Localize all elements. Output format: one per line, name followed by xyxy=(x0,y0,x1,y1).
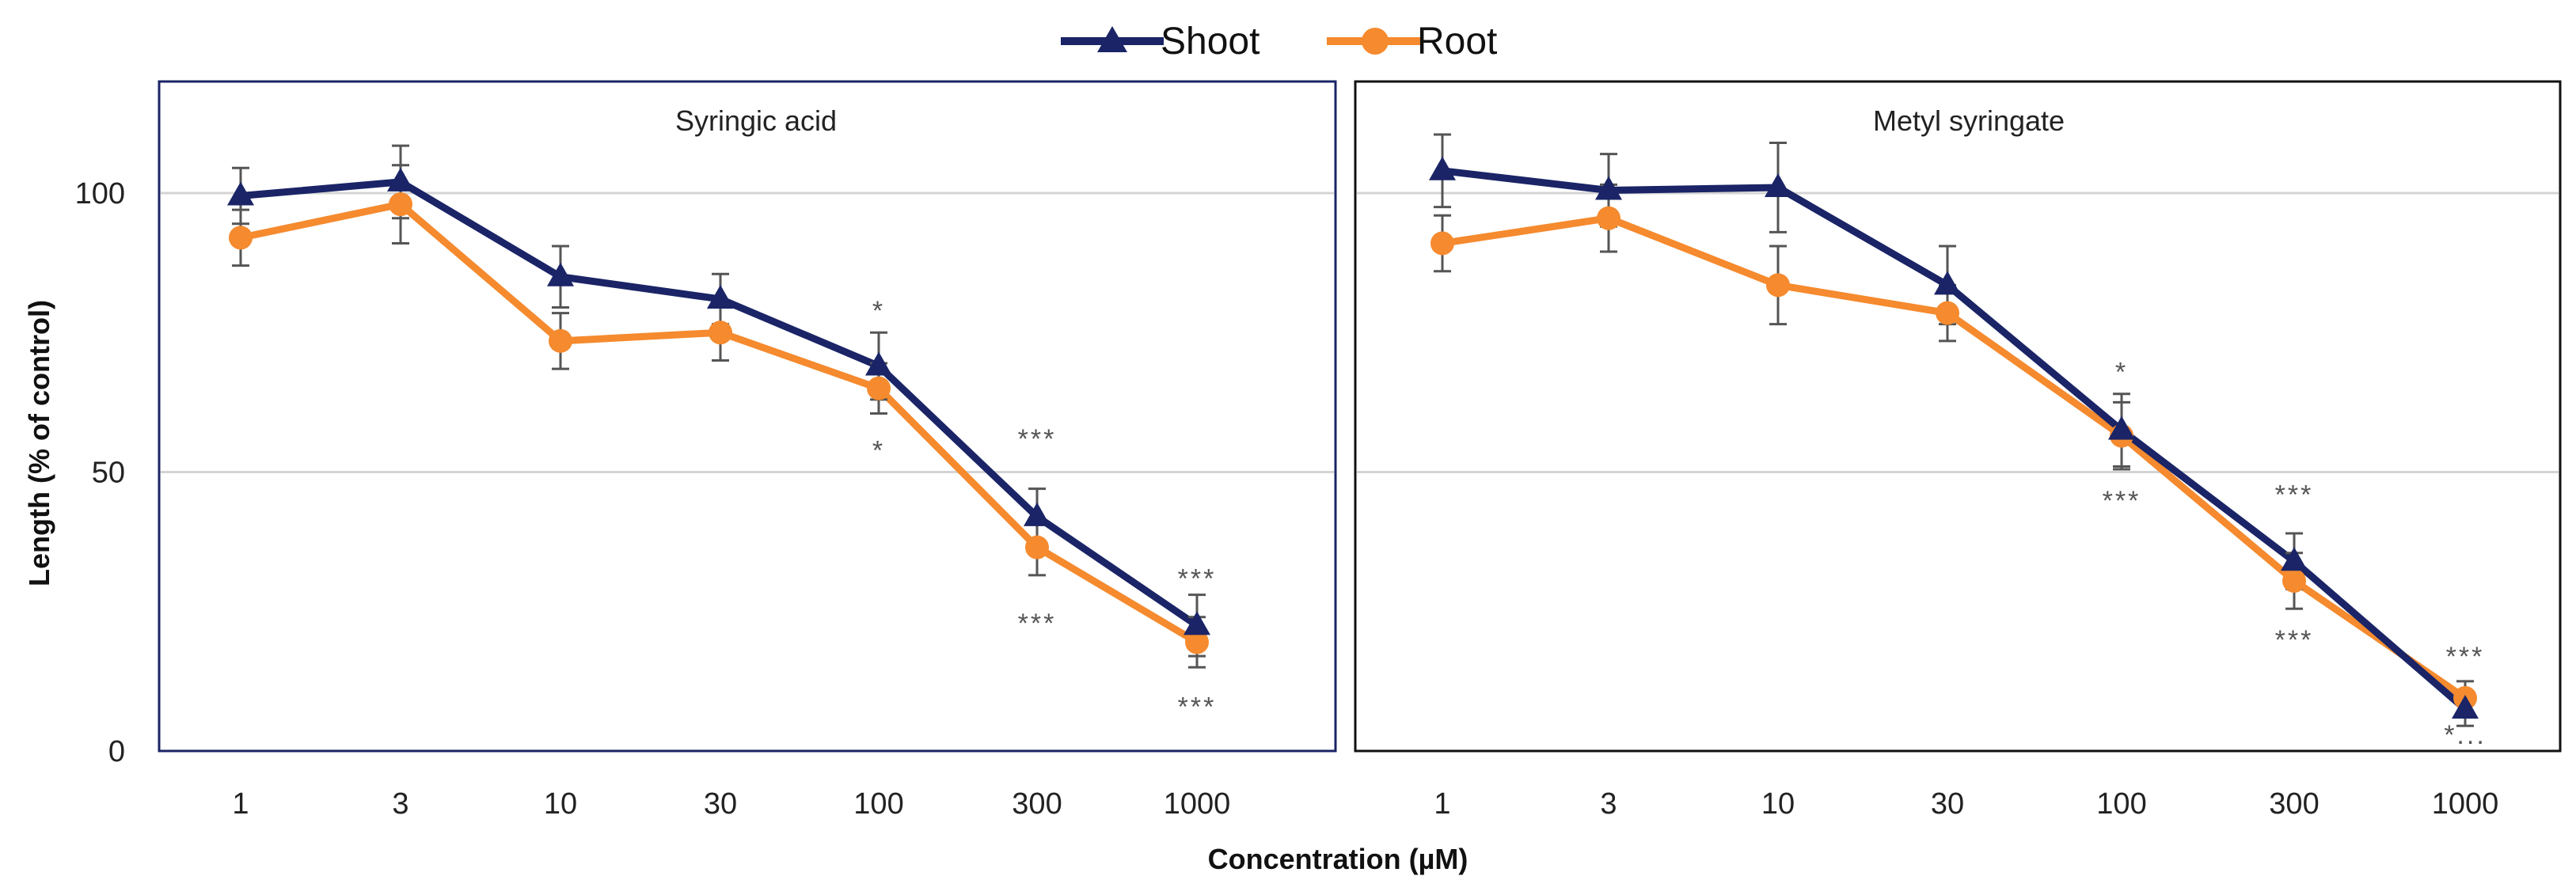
significance-label: *** xyxy=(1018,424,1057,454)
panel-title: Syringic acid xyxy=(675,104,837,137)
data-point-shoot-30 xyxy=(707,284,734,309)
series xyxy=(227,144,1210,669)
x-tick-label-3: 3 xyxy=(1600,787,1617,821)
significance-label: * xyxy=(872,296,885,326)
legend: Shoot Root xyxy=(1061,21,1497,63)
data-point-shoot-1000 xyxy=(2452,695,2479,719)
data-point-shoot-10 xyxy=(547,262,574,286)
data-point-root-100 xyxy=(867,376,891,400)
data-point-shoot-100 xyxy=(865,351,892,376)
data-point-root-3 xyxy=(389,192,412,217)
x-tick-labels: 1 3 10 30 100 300 1000 xyxy=(1434,787,2498,821)
significance-label: *** xyxy=(2103,486,2141,516)
significance-label: *** xyxy=(2446,642,2485,672)
x-tick-label-10: 10 xyxy=(544,787,577,821)
y-tick-label-50: 50 xyxy=(92,457,125,490)
gridlines xyxy=(1357,192,2559,473)
significance-annotations: ** ************ xyxy=(872,296,1217,722)
y-tick-label-100: 100 xyxy=(75,177,125,210)
y-tick-label-0: 0 xyxy=(108,735,125,768)
error-bars xyxy=(232,144,1206,669)
x-tick-label-10: 10 xyxy=(1761,787,1795,821)
data-point-root-300 xyxy=(2282,568,2306,593)
significance-label: * xyxy=(2115,358,2128,388)
panel-metyl-syringate: Metyl syringate 1 3 10 30 100 300 1000 **** ***… xyxy=(1354,80,2562,821)
x-tick-label-3: 3 xyxy=(392,787,408,821)
significance-label: *** xyxy=(2275,625,2314,655)
x-axis-title: Concentration (µM) xyxy=(1208,843,1468,875)
data-point-shoot-100 xyxy=(2108,415,2135,440)
gridlines xyxy=(161,192,1334,473)
data-point-root-10 xyxy=(549,328,572,353)
series-line-root xyxy=(240,200,1199,646)
x-tick-label-300: 300 xyxy=(2269,787,2319,821)
significance-label: *... xyxy=(2444,720,2487,750)
data-point-shoot-300 xyxy=(1024,502,1051,526)
data-point-root-1 xyxy=(1430,231,1454,256)
x-tick-label-100: 100 xyxy=(2096,787,2146,821)
x-tick-label-1: 1 xyxy=(232,787,249,821)
legend-shoot-marker xyxy=(1097,26,1127,52)
data-point-shoot-1 xyxy=(227,181,254,206)
x-tick-label-30: 30 xyxy=(704,787,737,821)
x-tick-label-1000: 1000 xyxy=(2432,787,2499,821)
data-point-shoot-3 xyxy=(1595,176,1622,200)
legend-root-marker xyxy=(1362,28,1389,55)
significance-label: *** xyxy=(1178,692,1217,722)
legend-root-label: Root xyxy=(1417,21,1497,63)
data-point-shoot-300 xyxy=(2281,547,2308,571)
significance-label: * xyxy=(872,435,885,465)
x-tick-label-300: 300 xyxy=(1012,787,1062,821)
data-point-shoot-30 xyxy=(1934,271,1961,295)
data-point-root-10 xyxy=(1766,273,1790,298)
significance-label: *** xyxy=(1178,563,1217,594)
significance-label: *** xyxy=(2275,480,2314,510)
data-point-shoot-3 xyxy=(387,167,414,192)
x-tick-label-1000: 1000 xyxy=(1164,787,1231,821)
x-tick-label-30: 30 xyxy=(1931,787,1964,821)
x-tick-label-100: 100 xyxy=(853,787,903,821)
panel-frame xyxy=(1354,80,2562,753)
panel-title: Metyl syringate xyxy=(1873,104,2065,137)
data-point-root-1 xyxy=(229,226,253,250)
y-axis-title: Length (% of control) xyxy=(23,300,55,586)
panel-frame xyxy=(158,80,1337,753)
significance-label: *** xyxy=(1018,609,1057,639)
data-point-shoot-1000 xyxy=(1184,611,1210,635)
significance-annotations: **** **********... xyxy=(2103,358,2487,750)
data-point-root-3 xyxy=(1597,206,1620,230)
data-point-root-1000 xyxy=(1185,630,1209,654)
data-point-root-30 xyxy=(709,320,732,345)
data-point-shoot-10 xyxy=(1765,173,1791,197)
x-tick-label-1: 1 xyxy=(1434,787,1450,821)
series-lines xyxy=(240,178,1199,646)
y-tick-labels: 0 50 100 xyxy=(75,177,125,768)
x-tick-labels: 1 3 10 30 100 300 1000 xyxy=(232,787,1230,821)
data-point-root-300 xyxy=(1025,535,1049,559)
series-markers xyxy=(1429,156,2479,719)
series xyxy=(1429,133,2479,727)
data-point-root-30 xyxy=(1936,301,1959,325)
data-point-shoot-1 xyxy=(1429,156,1456,180)
legend-shoot-label: Shoot xyxy=(1161,21,1260,63)
series-markers xyxy=(227,167,1210,654)
